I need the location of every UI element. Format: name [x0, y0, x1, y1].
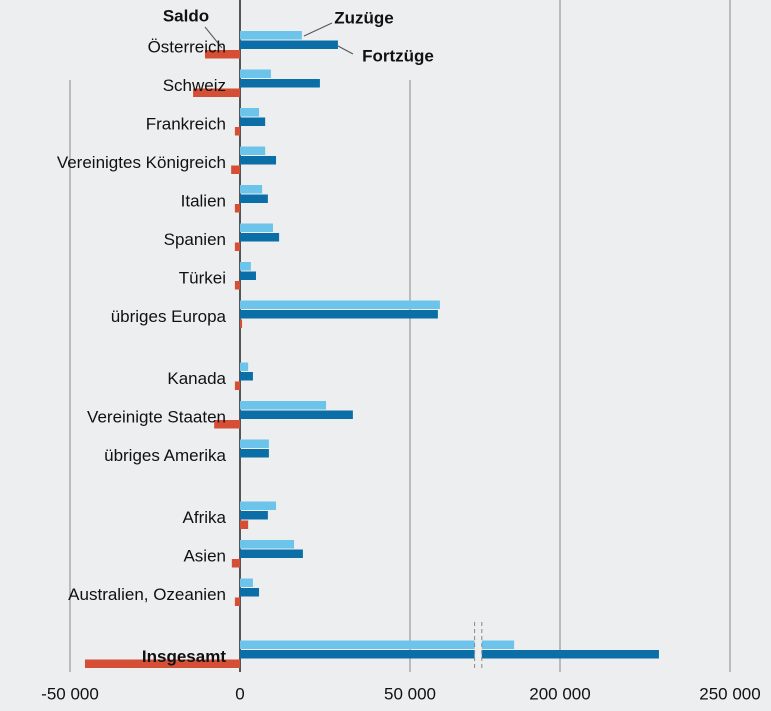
legend-label: Saldo	[163, 6, 209, 25]
bar	[240, 108, 260, 117]
bar	[240, 194, 268, 203]
bar	[214, 420, 240, 429]
bar	[240, 185, 263, 194]
bar	[240, 501, 277, 510]
bar	[240, 40, 338, 49]
category-label: Australien, Ozeanien	[68, 585, 226, 604]
bar	[240, 362, 249, 371]
bar	[240, 511, 268, 520]
bar	[240, 401, 327, 410]
bar	[234, 597, 240, 606]
category-label: Italien	[181, 191, 226, 210]
bar	[240, 310, 438, 319]
bar	[231, 559, 240, 568]
category-label: Schweiz	[163, 76, 226, 95]
category-label: übriges Europa	[111, 307, 227, 326]
bar	[240, 79, 320, 88]
bar	[84, 659, 241, 668]
bar	[240, 540, 295, 549]
category-label: Kanada	[167, 369, 226, 388]
bar	[240, 549, 303, 558]
bars	[84, 31, 659, 668]
x-tick-label: 200 000	[529, 684, 590, 703]
bar	[240, 233, 280, 242]
bar	[204, 50, 240, 59]
bar	[234, 281, 240, 290]
bar	[240, 650, 659, 659]
leader-line	[337, 45, 354, 55]
bar	[193, 88, 240, 97]
bar	[240, 372, 253, 381]
category-label: Vereinigtes Königreich	[57, 153, 226, 172]
bar	[240, 300, 440, 309]
category-label: übriges Amerika	[104, 446, 226, 465]
bar	[240, 146, 266, 155]
category-label: Asien	[183, 546, 226, 565]
bar	[231, 165, 240, 174]
bar	[240, 117, 266, 126]
legend-label: Fortzüge	[362, 46, 434, 65]
category-label: Österreich	[148, 37, 226, 56]
bar	[240, 449, 269, 458]
x-tick-label: -50 000	[41, 684, 99, 703]
bar	[240, 520, 249, 529]
x-tick-label: 250 000	[699, 684, 760, 703]
leader-line	[204, 26, 223, 49]
bar	[240, 271, 256, 280]
x-tick-label: 50 000	[384, 684, 436, 703]
leader-line	[303, 22, 333, 37]
bar	[240, 410, 353, 419]
bar	[240, 31, 302, 40]
category-label: Vereinigte Staaten	[87, 407, 226, 426]
category-label: Afrika	[183, 508, 227, 527]
bar	[234, 127, 240, 136]
bar	[240, 156, 277, 165]
legend-label: Zuzüge	[334, 8, 394, 27]
category-label: Insgesamt	[142, 647, 226, 666]
bar	[234, 381, 240, 390]
x-tick-label: 0	[235, 684, 244, 703]
bar	[240, 262, 251, 271]
bar	[240, 588, 260, 597]
bar	[240, 439, 269, 448]
bar	[240, 578, 253, 587]
bar	[240, 640, 515, 649]
axis-break-gap	[474, 620, 482, 672]
category-label: Spanien	[164, 230, 226, 249]
bar	[240, 319, 243, 328]
bar	[240, 69, 271, 78]
bar	[240, 223, 273, 232]
bar	[234, 242, 240, 251]
bar	[234, 204, 240, 213]
category-label: Frankreich	[146, 114, 226, 133]
category-label: Türkei	[179, 268, 226, 287]
